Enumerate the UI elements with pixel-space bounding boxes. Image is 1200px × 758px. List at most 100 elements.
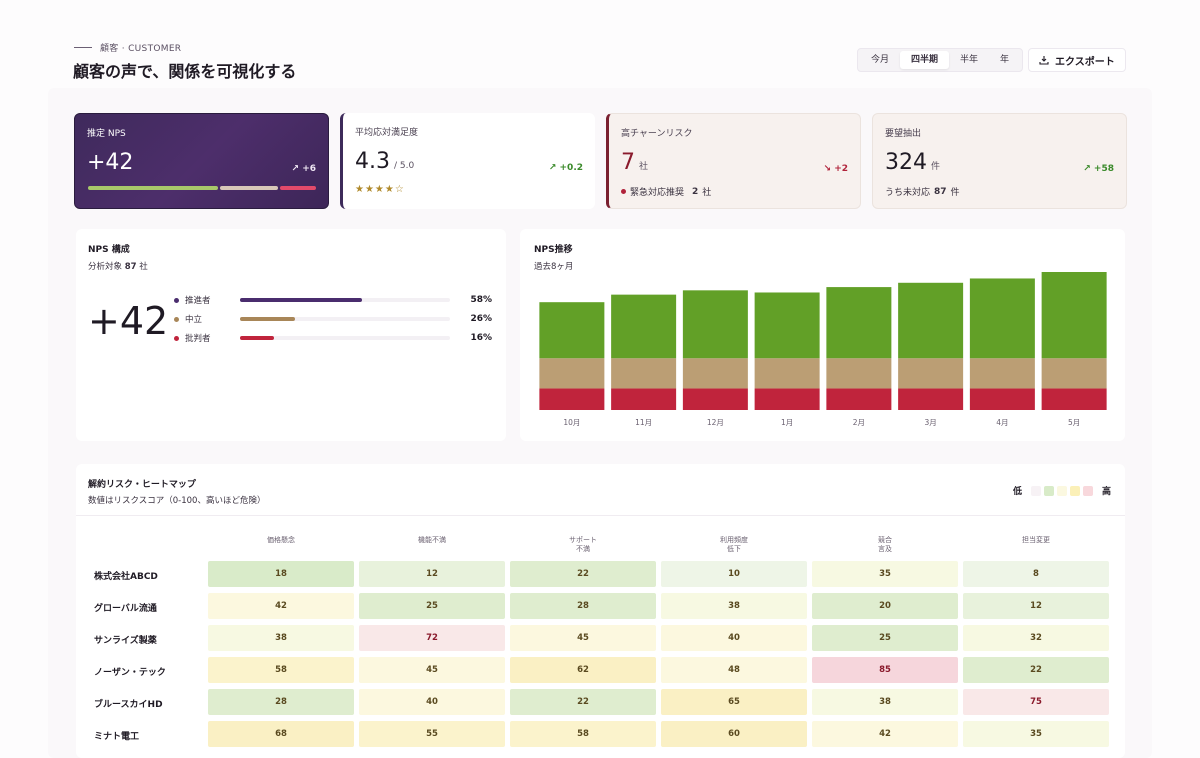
detractor-segment [280, 186, 316, 190]
heatmap-cell[interactable]: 45 [359, 657, 505, 683]
nps-row-promoters: 推進者 58% [174, 293, 494, 307]
heatmap-cell[interactable]: 35 [963, 721, 1109, 747]
heatmap-cell[interactable]: 42 [208, 593, 354, 619]
bar-segment-0 [826, 388, 892, 410]
x-tick-label: 12月 [707, 418, 724, 427]
subtitle-unit: 社 [139, 262, 148, 272]
kpi-sub: うち未対応 87 件 [885, 185, 960, 199]
nps-row-label: 推進者 [174, 294, 240, 306]
bar-segment-1 [969, 358, 1035, 389]
heatmap-cell[interactable]: 58 [510, 721, 656, 747]
kpi-label: 高チャーンリスク [621, 129, 693, 139]
heatmap-cell[interactable]: 38 [208, 625, 354, 651]
row-percent: 26% [470, 314, 492, 324]
subtitle-prefix: 分析対象 [88, 262, 123, 272]
heatmap-cell[interactable]: 22 [510, 689, 656, 715]
period-button-year[interactable]: 年 [1000, 55, 1010, 65]
bar-segment-2 [611, 294, 677, 359]
heatmap-cell[interactable]: 32 [963, 625, 1109, 651]
heatmap-cell[interactable]: 35 [812, 561, 958, 587]
heatmap-row-label: ミナト電工 [94, 732, 140, 742]
period-button-half-year[interactable]: 半年 [960, 55, 979, 65]
kpi-card-requests[interactable]: 要望抽出 324 件 ↗ +58 うち未対応 87 件 [872, 113, 1127, 209]
bar-segment-0 [611, 388, 677, 410]
period-button-month[interactable]: 今月 [871, 55, 890, 65]
heatmap-cell[interactable]: 72 [359, 625, 505, 651]
detractor-dot-icon [174, 335, 179, 341]
nps-score: +42 [88, 299, 169, 343]
page-title: 顧客の声で、関係を可視化する [73, 62, 297, 81]
kpi-sub-value: 87 [934, 186, 947, 197]
nps-trend-card: NPS推移 過去8ヶ月 10月 11月 12月 1月 2月 3月 4月 5月 [520, 229, 1125, 441]
heatmap-cell[interactable]: 8 [963, 561, 1109, 587]
heatmap-cell[interactable]: 12 [963, 593, 1109, 619]
heatmap-cell[interactable]: 28 [208, 689, 354, 715]
alert-dot-icon [621, 189, 626, 194]
kpi-label: 要望抽出 [885, 129, 922, 139]
heatmap-column-header: 担当変更 [1022, 536, 1050, 544]
heatmap-cell[interactable]: 65 [661, 689, 807, 715]
passive-dot-icon [174, 316, 179, 322]
heatmap-cell[interactable]: 42 [812, 721, 958, 747]
heatmap-cell[interactable]: 58 [208, 657, 354, 683]
download-icon [1039, 56, 1049, 65]
nps-composition-card: NPS 構成 分析対象 87 社 +42 推進者 58% 中立 26% 批判者 … [76, 229, 506, 441]
period-selector: 今月 四半期 半年 年 [857, 48, 1024, 72]
heatmap-cell[interactable]: 40 [359, 689, 505, 715]
heatmap-cell[interactable]: 38 [812, 689, 958, 715]
kpi-label: 推定 NPS [87, 129, 126, 139]
eyebrow: 顧客 · CUSTOMER [74, 41, 181, 54]
row-percent: 58% [470, 295, 492, 305]
heatmap-cell[interactable]: 68 [208, 721, 354, 747]
nps-row-label: 中立 [174, 313, 240, 325]
bar-segment-0 [898, 388, 964, 410]
x-tick-label: 1月 [781, 418, 793, 427]
heatmap-cell[interactable]: 12 [359, 561, 505, 587]
heatmap-cell[interactable]: 60 [661, 721, 807, 747]
row-label-text: 批判者 [185, 334, 211, 344]
heatmap-cell[interactable]: 22 [963, 657, 1109, 683]
card-title: NPS推移 [534, 245, 573, 255]
x-tick-label: 10月 [563, 418, 580, 427]
period-button-quarter[interactable]: 四半期 [900, 51, 950, 69]
rating-stars: ★★★★☆ [355, 184, 405, 195]
nps-row-label: 批判者 [174, 332, 240, 344]
heatmap-cell[interactable]: 18 [208, 561, 354, 587]
nps-distribution-bar [88, 186, 316, 190]
heatmap-cell[interactable]: 22 [510, 561, 656, 587]
heatmap-cell[interactable]: 28 [510, 593, 656, 619]
heatmap-cell[interactable]: 85 [812, 657, 958, 683]
heatmap-cell[interactable]: 55 [359, 721, 505, 747]
heatmap-cell[interactable]: 48 [661, 657, 807, 683]
x-tick-label: 2月 [853, 418, 865, 427]
export-button[interactable]: エクスポート [1028, 48, 1126, 72]
bar-segment-0 [1041, 388, 1107, 410]
heatmap-cell[interactable]: 75 [963, 689, 1109, 715]
kpi-value: 4.3 / 5.0 [355, 149, 414, 174]
heatmap-cell[interactable]: 45 [510, 625, 656, 651]
row-percent: 16% [470, 333, 492, 343]
heatmap-cell[interactable]: 38 [661, 593, 807, 619]
kpi-value-number: 7 [621, 150, 635, 175]
kpi-delta-value: +6 [302, 164, 316, 174]
promoter-dot-icon [174, 297, 179, 303]
kpi-sub-unit: 社 [702, 188, 712, 198]
card-subtitle: 過去8ヶ月 [534, 262, 574, 272]
passive-segment [220, 186, 278, 190]
heatmap-cell[interactable]: 62 [510, 657, 656, 683]
heatmap-cell[interactable]: 20 [812, 593, 958, 619]
kpi-delta: ↘ +2 [823, 164, 849, 174]
heatmap-cell[interactable]: 25 [812, 625, 958, 651]
bar-track [240, 317, 450, 321]
kpi-card-satisfaction[interactable]: 平均応対満足度 4.3 / 5.0 ↗ +0.2 ★★★★☆ [340, 113, 595, 209]
heatmap-cell[interactable]: 10 [661, 561, 807, 587]
card-title: NPS 構成 [88, 245, 130, 255]
nps-trend-chart: 10月 11月 12月 1月 2月 3月 4月 5月 [539, 272, 1107, 427]
heatmap-cell[interactable]: 25 [359, 593, 505, 619]
legend-swatch [1069, 485, 1080, 496]
kpi-card-nps[interactable]: 推定 NPS +42 ↗ +6 [74, 113, 329, 209]
bar-segment-1 [826, 358, 892, 389]
heatmap-cell[interactable]: 40 [661, 625, 807, 651]
